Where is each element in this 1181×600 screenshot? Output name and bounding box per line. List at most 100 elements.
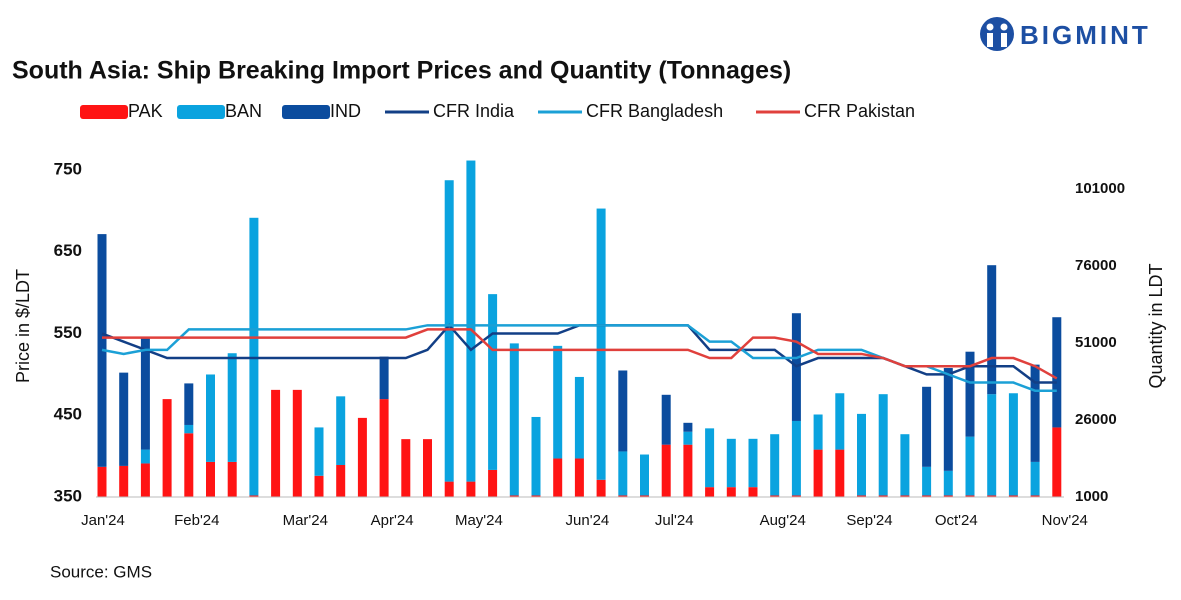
bar (770, 495, 780, 497)
y-axis-title: Price in $/LDT (13, 269, 33, 383)
bar (640, 454, 649, 496)
bar (1030, 461, 1040, 496)
bar (770, 434, 780, 496)
bar (726, 438, 736, 488)
bar (705, 487, 715, 497)
bar (553, 458, 563, 497)
bar (271, 389, 281, 497)
y-tick-label: 450 (54, 405, 82, 424)
bar (357, 417, 367, 497)
legend-swatch (177, 105, 225, 119)
bar (878, 495, 888, 497)
bar (249, 217, 259, 496)
bar (140, 463, 150, 497)
bar (119, 372, 129, 466)
bar (813, 449, 823, 497)
bar (466, 481, 476, 497)
logo: BIGMINT (980, 17, 1151, 51)
bar (943, 368, 953, 471)
bar (249, 495, 259, 497)
logo-icon-bar (1001, 33, 1007, 47)
bar (140, 449, 150, 464)
bar (965, 436, 975, 496)
bar (444, 481, 454, 497)
legend-label: IND (330, 101, 361, 121)
bar (227, 353, 237, 462)
bar (857, 495, 866, 497)
bar (1008, 393, 1018, 496)
bar (726, 487, 736, 497)
x-tick-label: May'24 (455, 512, 503, 529)
bar (835, 449, 845, 497)
bar (878, 394, 888, 496)
bar (401, 439, 411, 497)
bar (1052, 427, 1062, 497)
bar (423, 439, 432, 497)
x-tick-label: Sep'24 (846, 512, 892, 529)
y2-axis-title: Quantity in LDT (1146, 263, 1166, 388)
bar (922, 495, 932, 497)
legend-label: CFR Bangladesh (586, 101, 723, 121)
logo-icon (980, 17, 1014, 51)
bar (596, 479, 606, 497)
bar (184, 383, 194, 425)
bar (531, 416, 541, 496)
bar (922, 466, 932, 496)
bar (379, 356, 389, 400)
y-tick-label: 750 (54, 159, 82, 178)
bar (336, 396, 346, 465)
bar (900, 434, 910, 496)
bar (553, 345, 563, 459)
y-tick-label: 650 (54, 241, 82, 260)
bar (1030, 495, 1040, 497)
x-tick-label: Jun'24 (566, 512, 610, 529)
bar (987, 495, 997, 497)
bar (1052, 317, 1062, 428)
source: Source: GMS (50, 562, 152, 581)
bar (640, 495, 649, 497)
legend-swatch (282, 105, 330, 119)
bar (596, 208, 606, 480)
bar (683, 431, 693, 445)
y2-tick-label: 101000 (1075, 180, 1125, 197)
bar (509, 495, 519, 497)
bar (531, 495, 541, 497)
logo-text: BIGMINT (1020, 20, 1151, 50)
x-tick-label: Feb'24 (174, 512, 219, 529)
legend-swatch (80, 105, 128, 119)
bar (987, 394, 997, 496)
y-tick-label: 350 (54, 486, 82, 505)
bar (791, 420, 801, 496)
x-tick-label: Jul'24 (655, 512, 694, 529)
bar (488, 294, 498, 470)
bar (314, 427, 324, 476)
bar (618, 451, 628, 496)
bar (748, 487, 758, 497)
bar (314, 475, 324, 497)
logo-icon-dot (1000, 23, 1008, 31)
chart-title: South Asia: Ship Breaking Import Prices … (12, 57, 791, 85)
bar (791, 495, 801, 497)
bar (835, 393, 845, 450)
logo-icon-bar (987, 33, 993, 47)
bar (857, 413, 866, 496)
legend-label: CFR Pakistan (804, 101, 915, 121)
bar (466, 160, 476, 482)
bar (683, 444, 693, 497)
bar (336, 464, 346, 497)
bar (292, 389, 302, 497)
bar (705, 428, 715, 488)
bar (683, 422, 693, 432)
legend-label: PAK (128, 101, 163, 121)
x-tick-label: Aug'24 (760, 512, 806, 529)
bar (162, 399, 172, 497)
bar (618, 495, 628, 497)
legend-label: CFR India (433, 101, 515, 121)
x-tick-label: Oct'24 (935, 512, 978, 529)
legend-label: BAN (225, 101, 262, 121)
y2-tick-label: 76000 (1075, 257, 1117, 274)
logo-icon-dot (986, 23, 994, 31)
x-tick-label: Jan'24 (81, 512, 125, 529)
bar (813, 414, 823, 450)
